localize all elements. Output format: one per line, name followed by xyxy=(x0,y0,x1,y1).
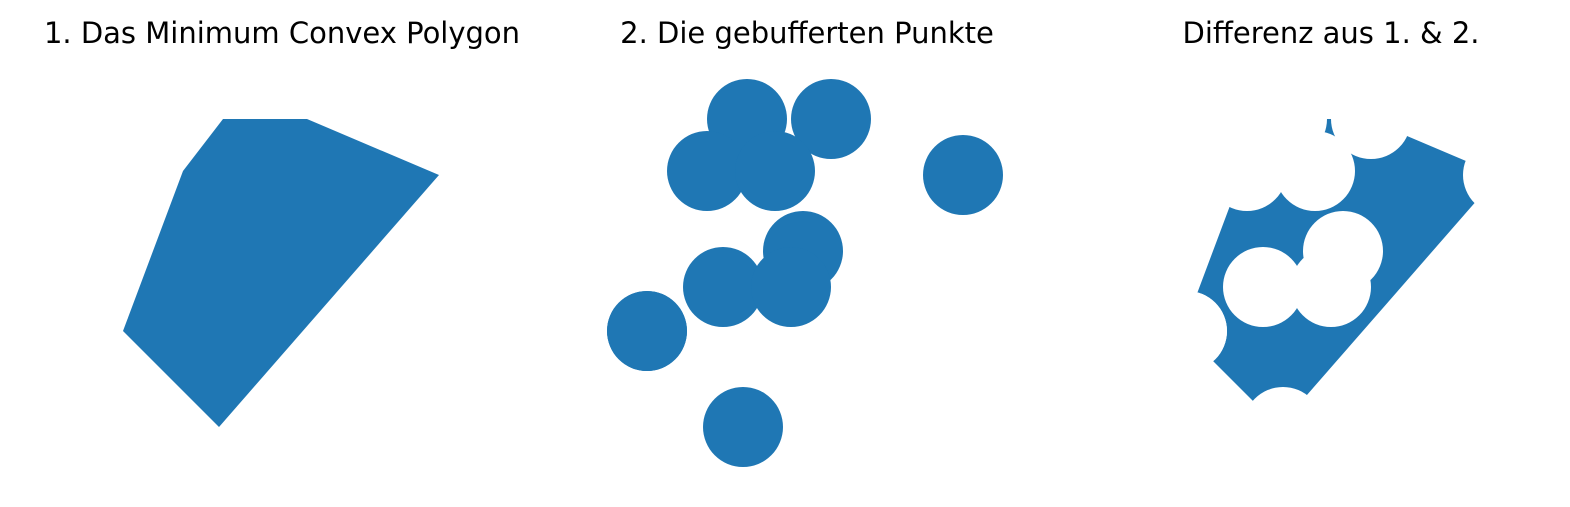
panel-title-buffered-points: 2. Die gebufferten Punkte xyxy=(620,16,994,50)
buffered-point-6 xyxy=(703,387,783,467)
buffered-point-3 xyxy=(923,135,1003,215)
panel-convex-polygon: 1. Das Minimum Convex Polygon xyxy=(44,16,520,427)
buffered-point-10 xyxy=(751,247,831,327)
panel-title-difference: Differenz aus 1. & 2. xyxy=(1182,16,1479,50)
buffered-point-11 xyxy=(607,291,687,371)
panel-title-convex-polygon: 1. Das Minimum Convex Polygon xyxy=(44,16,520,50)
buffered-points-group xyxy=(607,79,1003,467)
buffered-point-7 xyxy=(735,131,815,211)
panel-difference: Differenz aus 1. & 2. xyxy=(1182,16,1499,427)
buffered-point-2 xyxy=(791,79,871,159)
difference-shape xyxy=(1183,119,1499,427)
convex-polygon-shape xyxy=(123,119,439,427)
buffered-point-4 xyxy=(667,131,747,211)
buffered-point-9 xyxy=(683,247,763,327)
panel-buffered-points: 2. Die gebufferten Punkte xyxy=(607,16,1003,467)
